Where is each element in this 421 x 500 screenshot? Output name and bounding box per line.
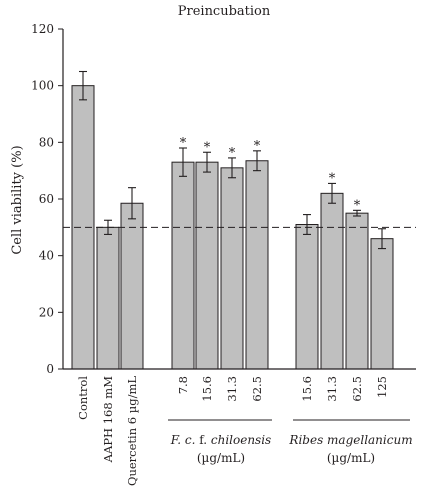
y-tick-label: 100 — [31, 79, 54, 93]
group-labels: F. c. f. chiloensis (µg/mL) Ribes magellan… — [168, 419, 413, 465]
chart-title: Preincubation — [178, 4, 271, 19]
bar — [370, 238, 394, 370]
significance-marker: * — [254, 139, 261, 154]
category-label: 62.5 — [350, 376, 364, 402]
category-label: 7.8 — [176, 376, 190, 394]
significance-marker: * — [354, 198, 361, 213]
category-label: AAPH 168 mM — [101, 376, 115, 464]
y-tick-label: 40 — [39, 249, 54, 263]
bar — [245, 160, 269, 370]
category-label: 125 — [375, 376, 389, 398]
y-tick-label: 20 — [39, 305, 54, 319]
y-tick-label: 80 — [39, 135, 54, 149]
bar — [120, 202, 144, 370]
category-label: 62.5 — [250, 376, 264, 402]
significance-marker: * — [329, 171, 336, 186]
y-tick-label: 60 — [39, 192, 54, 206]
bar — [195, 161, 219, 370]
bar-series: * * * * * * — [71, 70, 394, 370]
bar — [295, 224, 319, 370]
significance-marker: * — [180, 136, 187, 151]
y-axis-title: Cell viability (%) — [10, 145, 25, 254]
group-unit: (µg/mL) — [327, 451, 375, 465]
bar — [96, 226, 120, 370]
y-tick-label: 120 — [31, 22, 54, 36]
group-name: F. c. f. chiloensis — [170, 433, 271, 447]
category-label: 31.3 — [325, 376, 339, 402]
y-tick-label: 0 — [46, 362, 54, 376]
group-unit: (µg/mL) — [197, 451, 245, 465]
category-labels: Control AAPH 168 mM Quercetin 6 µg/mL 7.8 15… — [76, 376, 389, 486]
category-label: 31.3 — [225, 376, 239, 402]
category-label: 15.6 — [200, 376, 214, 402]
category-label: Quercetin 6 µg/mL — [125, 376, 139, 486]
group-name: Ribes magellanicum — [288, 433, 412, 447]
bar — [171, 161, 195, 370]
category-label: Control — [76, 376, 90, 420]
bar — [320, 192, 344, 370]
significance-marker: * — [204, 140, 211, 155]
category-label: 15.6 — [300, 376, 314, 402]
y-axis: 0 20 40 60 80 100 120 — [31, 22, 63, 376]
plot-frame — [62, 29, 416, 370]
bar — [345, 212, 369, 370]
significance-marker: * — [229, 146, 236, 161]
bar — [220, 167, 244, 370]
